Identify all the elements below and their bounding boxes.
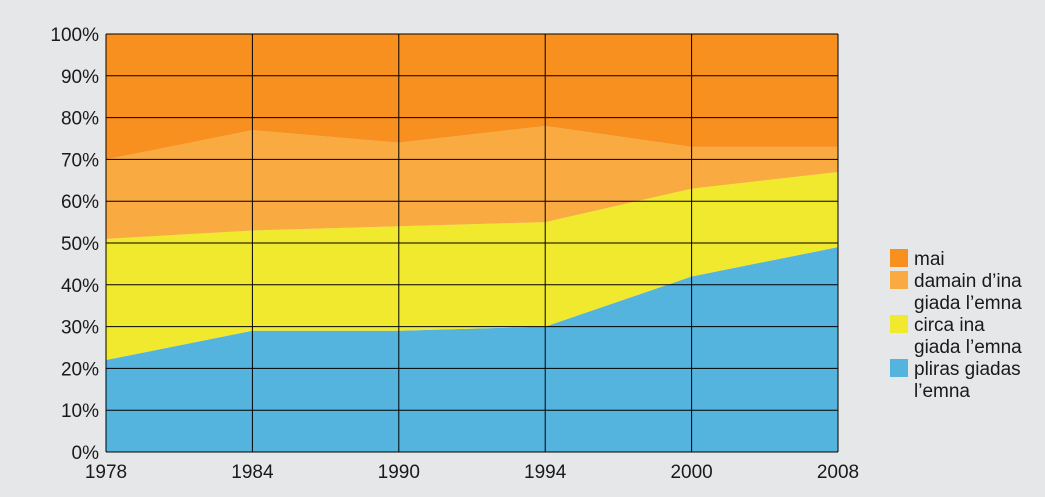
legend-item: mai [890, 249, 945, 270]
y-tick-label: 50% [61, 234, 99, 255]
area-series-0 [106, 247, 838, 452]
stacked-areas [106, 34, 838, 452]
y-tick-label: 90% [61, 67, 99, 88]
x-tick-label: 1984 [231, 462, 274, 483]
y-tick-label: 70% [61, 150, 99, 171]
y-tick-label: 0% [72, 443, 100, 464]
y-tick-label: 40% [61, 276, 99, 297]
y-tick-label: 100% [50, 25, 99, 46]
legend-swatch [890, 359, 908, 377]
area-series-3 [106, 34, 838, 160]
legend-swatch [890, 249, 908, 267]
y-tick-label: 20% [61, 359, 99, 380]
legend-label: damain d’ina [914, 271, 1022, 292]
y-tick-label: 10% [61, 401, 99, 422]
y-axis-ticks: 0% 10% 20% 30% 40% 50% 60% 70% 80% 90% 100% [50, 25, 99, 464]
x-tick-label: 2008 [817, 462, 859, 483]
legend-label: giada l’emna [914, 293, 1022, 314]
area-series-1 [106, 171, 838, 361]
x-tick-label: 2000 [670, 462, 712, 483]
legend-label: mai [914, 249, 945, 270]
y-tick-label: 60% [61, 192, 99, 213]
y-tick-label: 30% [61, 318, 99, 339]
x-tick-label: 1978 [85, 462, 127, 483]
y-tick-label: 80% [61, 109, 99, 130]
legend-label: circa ina [914, 315, 985, 336]
x-tick-label: 1990 [378, 462, 420, 483]
grid-lines [105, 33, 839, 453]
legend-swatch [890, 271, 908, 289]
legend-swatch [890, 315, 908, 333]
x-tick-label: 1994 [524, 462, 567, 483]
area-series-2 [106, 125, 838, 239]
legend-label: pliras giadas [914, 359, 1021, 380]
x-axis-ticks: 1978 1984 1990 1994 2000 2008 [85, 462, 859, 483]
legend-label: giada l’emna [914, 337, 1022, 358]
legend-label: l’emna [914, 381, 970, 402]
